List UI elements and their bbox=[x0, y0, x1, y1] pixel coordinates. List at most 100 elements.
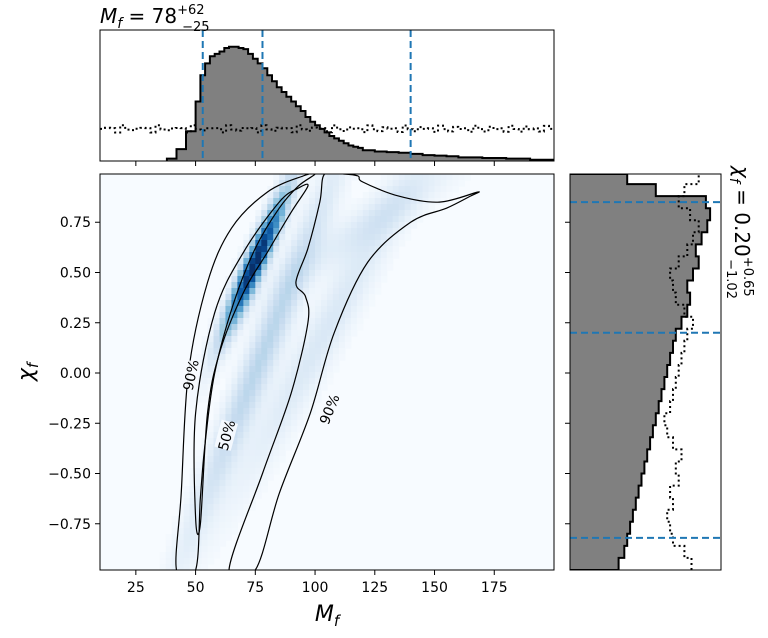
heatmap-cell bbox=[309, 216, 316, 223]
heatmap-cell bbox=[332, 318, 340, 325]
heatmap-cell bbox=[327, 228, 334, 235]
heatmap-cell bbox=[291, 336, 298, 343]
heatmap-cell bbox=[327, 300, 334, 307]
heatmap-cell bbox=[243, 306, 250, 313]
heatmap-cell bbox=[297, 282, 304, 289]
heatmap-cell bbox=[201, 378, 209, 385]
heatmap-cell bbox=[225, 342, 233, 349]
heatmap-cell bbox=[231, 522, 238, 529]
heatmap-cell bbox=[237, 432, 244, 439]
heatmap-cell bbox=[368, 222, 376, 229]
heatmap-cell bbox=[404, 210, 412, 217]
heatmap-cell bbox=[309, 186, 316, 193]
heatmap-cell bbox=[279, 456, 286, 463]
heatmap-cell bbox=[332, 306, 340, 313]
heatmap-cell bbox=[285, 426, 292, 433]
heatmap-cell bbox=[183, 510, 191, 517]
heatmap-cell bbox=[219, 354, 227, 361]
heatmap-cell bbox=[201, 486, 209, 493]
heatmap-cell bbox=[243, 390, 250, 397]
heatmap-cell bbox=[183, 486, 191, 493]
heatmap-cell bbox=[327, 270, 334, 277]
heatmap-cell bbox=[416, 204, 424, 211]
heatmap-cell bbox=[327, 180, 334, 187]
heatmap-cell bbox=[338, 336, 346, 343]
heatmap-cell bbox=[213, 510, 221, 517]
heatmap-cell bbox=[297, 270, 304, 277]
heatmap-cell bbox=[332, 240, 340, 247]
heatmap-cell bbox=[303, 318, 310, 325]
heatmap-cell bbox=[303, 372, 310, 379]
heatmap-cell bbox=[315, 396, 322, 403]
heatmap-cell bbox=[225, 522, 233, 529]
heatmap-cell bbox=[261, 282, 268, 289]
heatmap-cell bbox=[309, 324, 316, 331]
heatmap-cell bbox=[225, 408, 233, 415]
mf-marginal-panel: Mf = 78+62 −25 bbox=[99, 3, 555, 166]
heatmap-cell bbox=[321, 330, 328, 337]
heatmap-cell bbox=[350, 270, 358, 277]
heatmap-cell bbox=[279, 192, 286, 199]
heatmap-cell bbox=[321, 270, 328, 277]
heatmap-cell bbox=[201, 474, 209, 481]
heatmap-cell bbox=[303, 384, 310, 391]
heatmap-cell bbox=[338, 306, 346, 313]
heatmap-cell bbox=[249, 222, 256, 229]
heatmap-cell bbox=[195, 510, 203, 517]
heatmap-cell bbox=[213, 408, 221, 415]
heatmap-cell bbox=[219, 318, 227, 325]
heatmap-cell bbox=[297, 360, 304, 367]
heatmap-cell bbox=[297, 414, 304, 421]
heatmap-cell bbox=[338, 222, 346, 229]
heatmap-cell bbox=[338, 348, 346, 355]
heatmap-cell bbox=[195, 462, 203, 469]
heatmap-cell bbox=[213, 456, 221, 463]
chi-histogram-fill bbox=[570, 174, 711, 570]
heatmap-cell bbox=[249, 282, 256, 289]
heatmap-cell bbox=[321, 300, 328, 307]
heatmap-cell bbox=[273, 240, 280, 247]
heatmap-cell bbox=[237, 504, 244, 511]
heatmap-cell bbox=[231, 366, 238, 373]
heatmap-cell bbox=[279, 318, 286, 325]
heatmap-cell bbox=[291, 414, 298, 421]
heatmap-cell bbox=[338, 288, 346, 295]
y-tick-label: 0.25 bbox=[60, 316, 91, 332]
heatmap-cell bbox=[315, 312, 322, 319]
heatmap-cell bbox=[315, 330, 322, 337]
heatmap-cell bbox=[297, 180, 304, 187]
heatmap-cell bbox=[255, 468, 262, 475]
contour-label-background bbox=[179, 359, 202, 391]
heatmap-cell bbox=[255, 222, 262, 229]
heatmap-cell bbox=[273, 456, 280, 463]
heatmap-cell bbox=[404, 192, 412, 199]
heatmap-cell bbox=[374, 210, 382, 217]
heatmap-cell bbox=[297, 198, 304, 205]
heatmap-cell bbox=[368, 270, 376, 277]
heatmap-cell bbox=[291, 276, 298, 283]
heatmap-cell bbox=[249, 360, 256, 367]
heatmap-cell bbox=[273, 330, 280, 337]
heatmap-cell bbox=[189, 504, 197, 511]
heatmap-cell bbox=[368, 246, 376, 253]
heatmap-cell bbox=[321, 222, 328, 229]
heatmap-cell bbox=[350, 264, 358, 271]
heatmap-cell bbox=[279, 450, 286, 457]
heatmap-cell bbox=[344, 336, 352, 343]
heatmap-cell bbox=[315, 372, 322, 379]
heatmap-cell bbox=[201, 516, 209, 523]
heatmap-cell bbox=[374, 258, 382, 265]
heatmap-cell bbox=[267, 354, 274, 361]
heatmap-cell bbox=[344, 180, 352, 187]
heatmap-cell bbox=[279, 384, 286, 391]
heatmap-cell bbox=[285, 240, 292, 247]
heatmap-cell bbox=[297, 192, 304, 199]
heatmap-cell bbox=[344, 324, 352, 331]
heatmap-cell bbox=[255, 378, 262, 385]
heatmap-cell bbox=[255, 450, 262, 457]
heatmap-cell bbox=[267, 240, 274, 247]
chi-marginal-title: χf = 0.20+0.65−1.02 bbox=[723, 165, 755, 299]
heatmap-cell bbox=[356, 288, 364, 295]
heatmap-cell bbox=[285, 384, 292, 391]
heatmap-cell bbox=[243, 366, 250, 373]
